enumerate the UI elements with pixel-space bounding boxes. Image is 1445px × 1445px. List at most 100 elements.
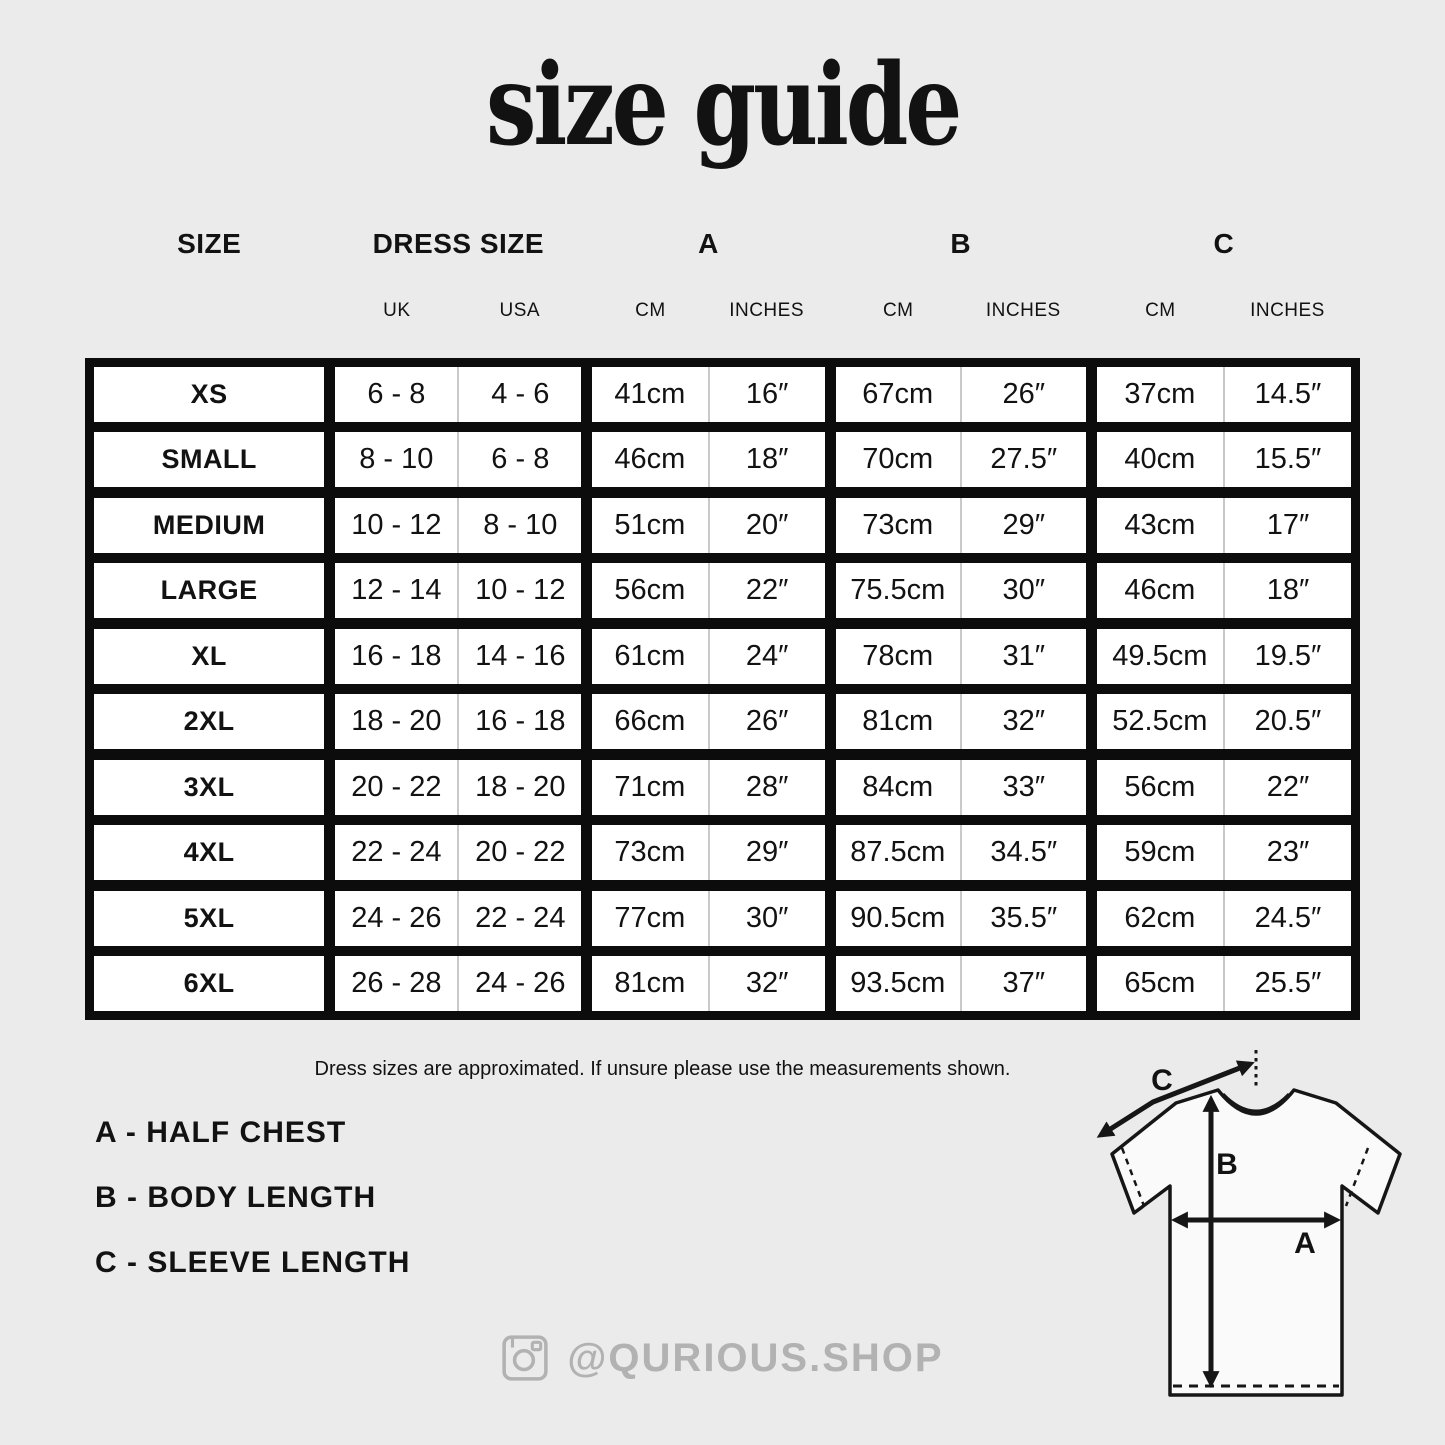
size-cell-group: XL [94,628,325,684]
size-cell-group: LARGE [94,563,325,619]
unit-header-c-cm: CM [1145,300,1176,321]
table-row: 5XL 24 - 26 22 - 24 77cm 30″ 90.5cm 35.5… [94,890,1352,946]
body-length-cell-group: 87.5cm 34.5″ [835,825,1086,881]
sleeve-length-inches-value: 17″ [1222,497,1351,553]
sleeve-length-inches-value: 24.5″ [1222,890,1351,946]
size-table: XS 6 - 8 4 - 6 41cm 16″ 67cm 26″ 37cm 14… [85,358,1360,1020]
instagram-handle: @QURIOUS.SHOP [567,1335,944,1380]
sleeve-length-inches-value: 15.5″ [1222,432,1351,488]
sleeve-length-cm-value: 40cm [1124,443,1196,476]
page-title: size guide [485,40,962,171]
dress-size-cell-group: 12 - 14 10 - 12 [335,563,582,619]
body-length-inches-value: 29″ [959,497,1086,553]
dress-size-usa-value: 24 - 26 [457,955,581,1011]
dress-size-uk-value: 10 - 12 [351,508,442,541]
dress-size-uk-value: 24 - 26 [351,901,442,934]
half-chest-cell-group: 66cm 26″ [592,694,825,750]
body-length-cm-value: 87.5cm [850,836,946,869]
size-name: 5XL [183,902,235,933]
sleeve-length-cm-value: 46cm [1124,574,1196,607]
table-row: LARGE 12 - 14 10 - 12 56cm 22″ 75.5cm 30… [94,563,1352,619]
unit-header-b-inches: INCHES [985,300,1061,321]
body-length-inches-value: 27.5″ [959,432,1086,488]
dress-size-usa-value: 10 - 12 [457,563,581,619]
half-chest-cm-value: 81cm [614,966,686,999]
unit-header-b-cm: CM [882,300,914,321]
dress-size-usa-value: 22 - 24 [457,890,581,946]
size-cell-group: 4XL [94,825,325,881]
dress-size-cell-group: 10 - 12 8 - 10 [335,497,582,553]
dress-size-cell-group: 26 - 28 24 - 26 [335,955,582,1011]
diagram-label-c: C [1151,1064,1173,1097]
size-name: SMALL [161,444,257,475]
body-length-cm-value: 70cm [862,443,934,476]
table-row: 2XL 18 - 20 16 - 18 66cm 26″ 81cm 32″ 52… [94,694,1352,750]
half-chest-cm-value: 56cm [614,574,686,607]
dress-size-usa-value: 4 - 6 [457,367,581,422]
left-cuff-dashed-line [1120,1147,1146,1207]
body-length-inches-value: 34.5″ [959,825,1086,881]
measurement-legend: A - HALF CHEST B - BODY LENGTH C - SLEEV… [95,1116,410,1311]
body-length-cm-value: 84cm [862,770,934,803]
dress-size-uk-value: 26 - 28 [351,966,442,999]
body-length-cm-value: 81cm [862,705,934,738]
half-chest-cell-group: 51cm 20″ [592,497,825,553]
col-header-a: A [698,228,719,259]
half-chest-cell-group: 61cm 24″ [592,628,825,684]
dress-size-cell-group: 8 - 10 6 - 8 [335,432,582,488]
body-length-cell-group: 84cm 33″ [835,759,1086,815]
sleeve-length-cell-group: 56cm 22″ [1096,759,1352,815]
dress-size-usa-value: 8 - 10 [457,497,581,553]
table-unit-headers: UK USA CM INCHES CM INCHES CM INCHES [85,300,1360,322]
sleeve-length-inches-value: 19.5″ [1222,628,1351,684]
arrow-c-sleeve-length [1096,1060,1255,1138]
dress-size-uk-value: 8 - 10 [359,443,434,476]
sleeve-length-cm-value: 52.5cm [1112,705,1208,738]
table-row: MEDIUM 10 - 12 8 - 10 51cm 20″ 73cm 29″ … [94,497,1352,553]
sleeve-length-cm-value: 49.5cm [1112,639,1208,672]
sleeve-length-cell-group: 62cm 24.5″ [1096,890,1352,946]
right-cuff-dashed-line [1344,1147,1370,1207]
sleeve-length-cm-value: 62cm [1124,901,1196,934]
legend-body-length: B - BODY LENGTH [95,1181,377,1214]
sleeve-length-cm-value: 43cm [1124,508,1196,541]
half-chest-cm-value: 61cm [614,639,686,672]
diagram-label-a: A [1294,1227,1316,1260]
col-header-b: B [950,228,972,259]
diagram-label-b: B [1216,1148,1238,1181]
size-name: LARGE [160,575,258,606]
body-length-cm-value: 90.5cm [850,901,946,934]
half-chest-inches-value: 22″ [707,563,825,619]
size-cell-group: SMALL [94,432,325,488]
sleeve-length-inches-value: 20.5″ [1222,694,1351,750]
sleeve-length-inches-value: 22″ [1222,759,1351,815]
half-chest-cm-value: 71cm [614,770,686,803]
body-length-cm-value: 75.5cm [850,574,946,607]
half-chest-cm-value: 66cm [614,705,686,738]
size-name: XS [190,379,228,409]
table-row: SMALL 8 - 10 6 - 8 46cm 18″ 70cm 27.5″ 4… [94,432,1352,488]
dress-size-cell-group: 6 - 8 4 - 6 [335,367,582,422]
half-chest-inches-value: 16″ [707,367,825,422]
sleeve-length-cell-group: 46cm 18″ [1096,563,1352,619]
half-chest-cell-group: 81cm 32″ [592,955,825,1011]
size-cell-group: XS [94,367,325,422]
table-row: 4XL 22 - 24 20 - 22 73cm 29″ 87.5cm 34.5… [94,825,1352,881]
unit-header-a-cm: CM [635,300,666,321]
size-name: MEDIUM [152,509,266,540]
unit-header-usa: USA [499,300,541,321]
half-chest-cm-value: 77cm [614,901,686,934]
half-chest-cell-group: 41cm 16″ [592,367,825,422]
sleeve-length-inches-value: 25.5″ [1222,955,1351,1011]
approximation-note: Dress sizes are approximated. If unsure … [314,1058,1011,1080]
dress-size-cell-group: 16 - 18 14 - 16 [335,628,582,684]
table-row: 6XL 26 - 28 24 - 26 81cm 32″ 93.5cm 37″ … [94,955,1352,1011]
sleeve-length-cm-value: 59cm [1124,836,1196,869]
size-name: XL [191,640,227,671]
dress-size-cell-group: 20 - 22 18 - 20 [335,759,582,815]
size-name: 6XL [183,967,235,998]
dress-size-usa-value: 18 - 20 [457,759,581,815]
half-chest-inches-value: 32″ [707,955,825,1011]
body-length-cell-group: 90.5cm 35.5″ [835,890,1086,946]
